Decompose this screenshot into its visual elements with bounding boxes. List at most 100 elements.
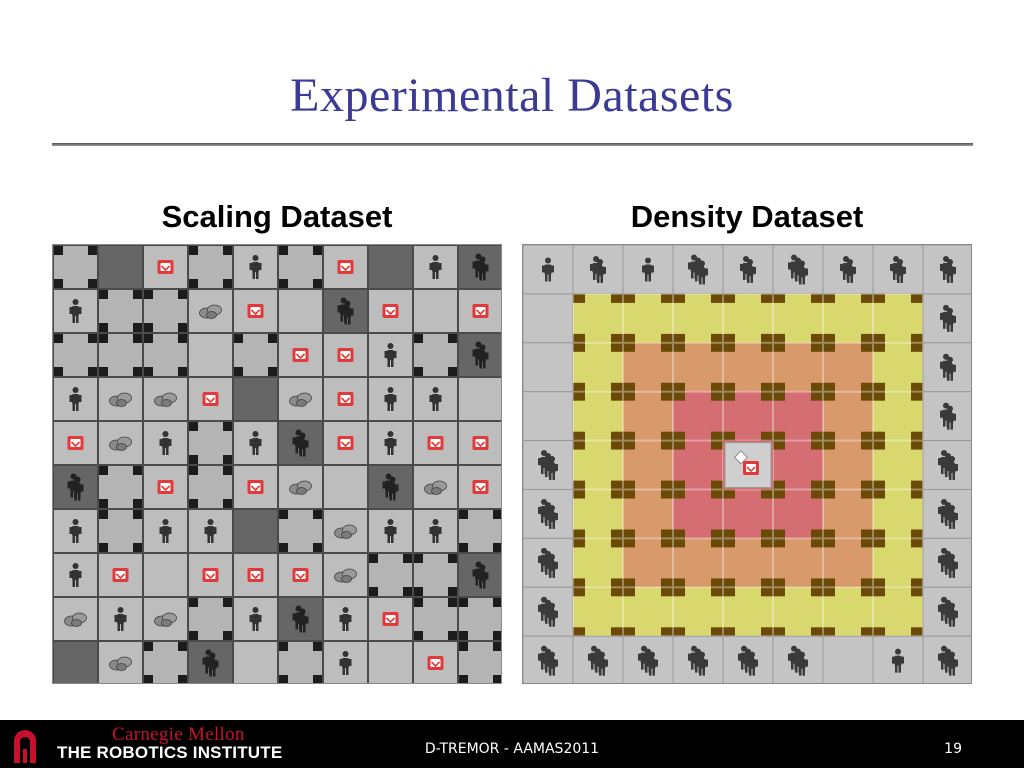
density-cell [922, 342, 971, 393]
agent-icon [476, 256, 489, 281]
density-cell [623, 489, 673, 539]
density-cell [922, 293, 971, 344]
scaling-cell [413, 289, 458, 333]
density-cell [523, 440, 574, 491]
density-cell [723, 293, 773, 343]
scaling-cell [188, 245, 233, 289]
debris-icon [289, 480, 312, 495]
scaling-cell [413, 245, 458, 289]
scaling-cell [53, 333, 98, 377]
density-cell [573, 391, 623, 441]
scaling-cell [143, 289, 188, 333]
slide-title: Experimental Datasets [290, 69, 734, 122]
footer-bar [0, 720, 1024, 768]
agent-icon [71, 476, 84, 501]
density-cell [823, 489, 873, 539]
density-cell [873, 587, 923, 637]
scaling-cell [53, 289, 98, 333]
scaling-cell [233, 377, 278, 421]
density-cell [773, 391, 823, 441]
scaling-cell [458, 509, 501, 553]
agent-icon [594, 258, 606, 283]
agent-icon [386, 476, 399, 501]
agent-icon [249, 431, 262, 455]
victim-icon [382, 304, 399, 318]
scaling-cell [323, 333, 368, 377]
scaling-cell [53, 421, 98, 465]
density-cell [822, 635, 874, 683]
density-cell [523, 586, 574, 637]
victim-icon [67, 436, 84, 450]
scaling-cell [98, 377, 143, 421]
agent-icon [429, 255, 442, 279]
agent-icon [69, 299, 82, 323]
victim-icon [472, 480, 489, 494]
density-cell [623, 342, 673, 392]
scaling-cell [143, 377, 188, 421]
agent-icon [946, 504, 958, 529]
density-cell [922, 537, 971, 588]
density-cell [922, 635, 971, 683]
scaling-grid-svg [53, 245, 501, 683]
scaling-cell [143, 333, 188, 377]
scaling-cell [143, 245, 188, 289]
density-cell [573, 440, 623, 490]
scaling-cell [53, 509, 98, 553]
density-cell [823, 440, 873, 490]
agent-icon [206, 652, 219, 677]
victim-icon [743, 461, 759, 476]
scaling-cell [188, 289, 233, 333]
density-cell [623, 293, 673, 343]
density-cell [573, 587, 623, 637]
density-cell [773, 587, 823, 637]
density-cell [822, 245, 874, 295]
victim-icon [337, 348, 354, 362]
scaling-cell [413, 333, 458, 377]
density-cell [773, 342, 823, 392]
scaling-cell [413, 597, 458, 641]
density-cell [573, 342, 623, 392]
scaling-cell [413, 465, 458, 509]
density-cell [673, 489, 723, 539]
scaling-cell [368, 245, 413, 289]
density-cell [723, 342, 773, 392]
density-cell [523, 293, 574, 344]
scaling-cell [323, 245, 368, 289]
agent-icon [696, 651, 708, 676]
agent-icon [69, 519, 82, 543]
density-cell [873, 489, 923, 539]
scaling-cell [98, 465, 143, 509]
scaling-cell [233, 289, 278, 333]
scaling-cell [143, 553, 188, 597]
density-cell [573, 538, 623, 588]
density-cell [623, 538, 673, 588]
scaling-cell [53, 377, 98, 421]
agent-icon [546, 553, 558, 578]
scaling-cell [413, 641, 458, 683]
scaling-cell [368, 377, 413, 421]
victim-icon [337, 436, 354, 450]
scaling-cell [278, 597, 323, 641]
density-cell [873, 293, 923, 343]
scaling-cell [458, 465, 501, 509]
agent-icon [892, 648, 904, 673]
density-cell [723, 489, 773, 539]
scaling-cell [233, 641, 278, 683]
density-cell [823, 391, 873, 441]
scaling-cell [413, 553, 458, 597]
agent-icon [646, 651, 658, 676]
scaling-cell [323, 421, 368, 465]
density-cell [922, 245, 971, 295]
agent-icon [159, 519, 172, 543]
victim-icon [292, 348, 309, 362]
scaling-cell [143, 509, 188, 553]
scaling-cell [233, 553, 278, 597]
agent-icon [296, 608, 309, 633]
density-cell [872, 245, 924, 295]
agent-icon [204, 519, 217, 543]
scaling-cell [278, 333, 323, 377]
density-cell [573, 293, 623, 343]
agent-icon [69, 387, 82, 411]
agent-icon [339, 651, 352, 675]
density-cell [622, 245, 674, 295]
